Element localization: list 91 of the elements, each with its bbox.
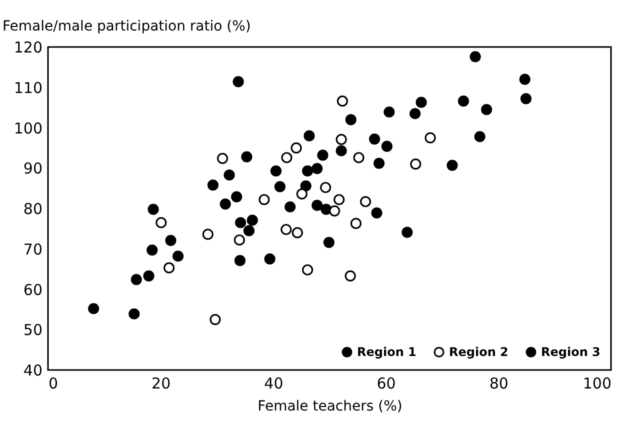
point (300, 180, 312, 192)
point (207, 180, 218, 191)
point (371, 207, 382, 218)
x-tick-label: 0 (48, 374, 58, 392)
point (312, 200, 323, 211)
point (360, 196, 372, 208)
point (146, 244, 158, 256)
x-axis-title: Female teachers (%) (258, 398, 402, 414)
point (384, 106, 395, 118)
point (231, 191, 242, 202)
point (520, 93, 532, 104)
y-tick-label: 50 (23, 321, 42, 340)
point (424, 132, 436, 144)
point (345, 114, 356, 126)
point (470, 51, 481, 62)
point (246, 214, 258, 226)
point (234, 255, 246, 266)
point (320, 204, 332, 215)
point (350, 218, 362, 229)
point (274, 181, 286, 192)
point (458, 96, 470, 107)
point (312, 162, 323, 174)
point (320, 182, 332, 194)
point (232, 76, 244, 88)
point (270, 165, 282, 176)
point (381, 140, 392, 152)
point (202, 228, 214, 240)
point (216, 152, 228, 164)
legend-label: Region 2 (449, 345, 508, 360)
point (210, 314, 221, 326)
point (481, 104, 492, 116)
point (143, 270, 154, 282)
x-tick-label: 20 (152, 374, 171, 392)
legend-label: Region 1 (357, 345, 416, 360)
point (243, 225, 255, 236)
point (329, 205, 340, 216)
point (224, 169, 235, 181)
point (284, 201, 296, 212)
point (368, 134, 380, 145)
point (317, 150, 328, 161)
point (410, 158, 422, 170)
y-axis-title: Female/male participation ratio (%) (2, 18, 251, 34)
y-tick-label: 110 (14, 78, 42, 97)
x-tick-label: 40 (264, 374, 284, 392)
point (156, 217, 167, 228)
point (302, 165, 314, 176)
point (164, 262, 175, 274)
point (172, 250, 184, 262)
point (474, 131, 486, 142)
point (402, 226, 413, 238)
point (416, 96, 427, 108)
point (336, 134, 347, 145)
point (302, 264, 314, 276)
x-tick-label: 100 (582, 374, 612, 392)
point (446, 160, 458, 171)
point (220, 198, 231, 210)
x-tick-label: 60 (376, 374, 396, 392)
point (234, 234, 245, 246)
point (353, 152, 364, 164)
point (519, 74, 530, 85)
point (334, 194, 345, 206)
y-tick-label: 80 (23, 200, 42, 218)
point (344, 270, 356, 282)
x-tick-label: 80 (489, 374, 508, 392)
point (148, 204, 159, 215)
point (88, 303, 100, 314)
point (304, 130, 315, 142)
point (336, 96, 348, 107)
point (323, 236, 334, 248)
point (258, 194, 270, 206)
point (292, 227, 303, 238)
point (128, 308, 140, 320)
point (264, 253, 276, 264)
y-tick-label: 90 (23, 160, 42, 178)
legend-label: Region 3 (541, 345, 600, 360)
point (241, 151, 252, 162)
point (235, 217, 246, 228)
point (165, 234, 176, 246)
y-tick-label: 60 (23, 280, 42, 299)
point (410, 108, 421, 120)
point (130, 274, 142, 286)
point (336, 145, 347, 156)
y-tick-label: 40 (23, 362, 42, 380)
point (296, 188, 308, 200)
y-tick-label: 120 (14, 38, 42, 56)
point (290, 142, 302, 154)
point (374, 158, 385, 169)
y-tick-label: 70 (23, 240, 42, 258)
point (280, 224, 292, 236)
point (281, 152, 292, 164)
y-tick-label: 100 (14, 119, 42, 138)
